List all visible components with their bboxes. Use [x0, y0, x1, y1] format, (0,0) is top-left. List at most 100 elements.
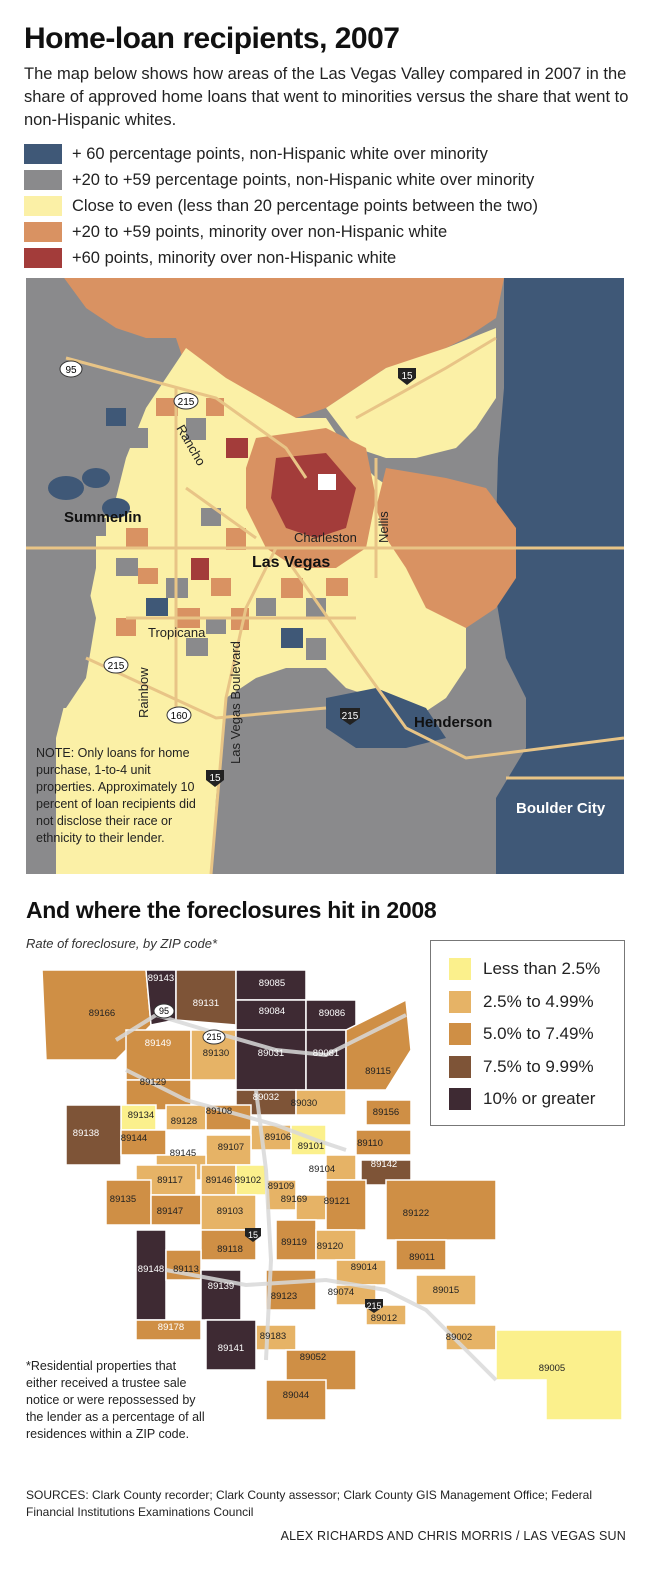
region-north-orange: [64, 278, 504, 418]
zip-labels: 89143 89085 89131 89084 89086 89166 8914…: [73, 973, 565, 1401]
legend-item-2-5-to-4-99: 2.5% to 4.99%: [449, 986, 624, 1019]
svg-text:89148: 89148: [138, 1264, 164, 1275]
shield-160: 160: [166, 706, 192, 724]
page-title: Home-loan recipients, 2007: [24, 22, 400, 55]
label-summerlin: Summerlin: [64, 509, 142, 526]
shield-95: 95: [59, 360, 83, 378]
shield-215: 215: [365, 1299, 383, 1313]
label-rainbow: Rainbow: [136, 667, 151, 718]
highway-shields: 95 215 15 215 160 215 15: [59, 360, 416, 787]
svg-text:89085: 89085: [259, 978, 285, 989]
svg-text:89149: 89149: [145, 1038, 171, 1049]
legend-swatch: [449, 958, 471, 981]
svg-text:89135: 89135: [110, 1194, 136, 1205]
legend-item-even: Close to even (less than 20 percentage p…: [24, 193, 538, 219]
legend-item-10-plus: 10% or greater: [449, 1083, 624, 1116]
svg-text:95: 95: [159, 1006, 169, 1016]
summerlin-blue-tracts: [48, 468, 130, 518]
legend-item-minority-20: +20 to +59 points, minority over non-His…: [24, 219, 538, 245]
svg-text:89015: 89015: [433, 1285, 459, 1296]
svg-text:95: 95: [65, 365, 77, 376]
shield-215: 215: [202, 1029, 226, 1045]
region-east-blue: [496, 278, 624, 874]
legend-label: + 60 percentage points, non-Hispanic whi…: [72, 144, 488, 163]
svg-text:89002: 89002: [446, 1332, 472, 1343]
svg-text:89104: 89104: [309, 1164, 335, 1175]
svg-text:89147: 89147: [157, 1206, 183, 1217]
label-las-vegas: Las Vegas: [252, 554, 330, 571]
svg-text:89131: 89131: [193, 998, 219, 1009]
svg-text:89169: 89169: [281, 1194, 307, 1205]
svg-text:89032: 89032: [253, 1092, 279, 1103]
legend-item-lt-2-5: Less than 2.5%: [449, 953, 624, 986]
tract-tiles: [86, 398, 348, 666]
label-charleston: Charleston: [294, 530, 357, 545]
legend-label: 5.0% to 7.49%: [483, 1024, 594, 1044]
foreclosure-legend: Less than 2.5% 2.5% to 4.99% 5.0% to 7.4…: [430, 940, 625, 1126]
foreclosure-title: And where the foreclosures hit in 2008: [26, 897, 437, 923]
legend-label: Less than 2.5%: [483, 959, 601, 979]
svg-text:89146: 89146: [206, 1175, 232, 1186]
legend-swatch: [24, 196, 62, 216]
intro-text: The map below shows how areas of the Las…: [24, 65, 629, 129]
legend-swatch: [24, 144, 62, 164]
region-sw-gray: [56, 578, 96, 708]
roads: [26, 336, 624, 874]
label-henderson: Henderson: [414, 714, 492, 731]
shield-15: 15: [398, 368, 416, 385]
foreclosure-subtitle: Rate of foreclosure, by ZIP code*: [26, 936, 218, 951]
svg-text:215: 215: [366, 1301, 381, 1311]
svg-text:89145: 89145: [170, 1148, 196, 1159]
svg-text:89128: 89128: [171, 1116, 197, 1127]
map-note: NOTE: Only loans for home purchase, 1-to…: [36, 746, 196, 845]
svg-text:15: 15: [209, 773, 221, 784]
svg-text:89014: 89014: [351, 1262, 377, 1273]
svg-text:89115: 89115: [365, 1066, 391, 1077]
svg-text:89107: 89107: [218, 1142, 244, 1153]
svg-text:89141: 89141: [218, 1343, 244, 1354]
shield-215: 215: [173, 392, 199, 410]
svg-text:89122: 89122: [403, 1208, 429, 1219]
svg-text:89005: 89005: [539, 1363, 565, 1374]
svg-text:89031: 89031: [258, 1048, 284, 1059]
blank-tract: [318, 474, 336, 490]
legend-swatch: [24, 222, 62, 242]
legend-label: 10% or greater: [483, 1089, 596, 1109]
label-tropicana: Tropicana: [148, 625, 206, 640]
svg-text:89117: 89117: [157, 1175, 183, 1186]
svg-text:15: 15: [248, 1230, 258, 1240]
svg-text:89130: 89130: [203, 1048, 229, 1059]
svg-text:89108: 89108: [206, 1106, 232, 1117]
svg-text:89074: 89074: [328, 1287, 354, 1298]
zip-areas: [41, 969, 623, 1421]
loan-legend: + 60 percentage points, non-Hispanic whi…: [24, 141, 538, 271]
svg-text:89086: 89086: [319, 1008, 345, 1019]
legend-swatch: [24, 248, 62, 268]
shield-15: 15: [206, 770, 224, 787]
shield-215: 215: [340, 708, 360, 725]
svg-text:89081: 89081: [313, 1048, 339, 1059]
svg-text:89123: 89123: [271, 1291, 297, 1302]
svg-text:160: 160: [171, 711, 188, 722]
legend-item-7-5-to-9-99: 7.5% to 9.99%: [449, 1051, 624, 1084]
svg-text:89166: 89166: [89, 1008, 115, 1019]
svg-text:89052: 89052: [300, 1352, 326, 1363]
svg-text:89084: 89084: [259, 1006, 285, 1017]
svg-text:215: 215: [108, 661, 125, 672]
region-ne-yellow: [326, 328, 496, 458]
svg-text:89012: 89012: [371, 1313, 397, 1324]
loan-map: Summerlin Las Vegas Henderson Boulder Ci…: [26, 278, 624, 874]
credit: ALEX RICHARDS AND CHRIS MORRIS / LAS VEG…: [280, 1529, 626, 1543]
svg-text:89030: 89030: [291, 1098, 317, 1109]
svg-text:89134: 89134: [128, 1110, 154, 1121]
legend-swatch: [449, 1088, 471, 1111]
svg-text:89119: 89119: [281, 1237, 307, 1248]
legend-swatch: [449, 1055, 471, 1078]
svg-text:89106: 89106: [265, 1132, 291, 1143]
legend-label: 2.5% to 4.99%: [483, 991, 594, 1011]
svg-text:89118: 89118: [217, 1244, 243, 1255]
svg-text:215: 215: [178, 397, 195, 408]
svg-text:89120: 89120: [317, 1241, 343, 1252]
label-boulder-city: Boulder City: [516, 800, 606, 817]
foreclosure-map: 89143 89085 89131 89084 89086 89166 8914…: [26, 940, 636, 1460]
